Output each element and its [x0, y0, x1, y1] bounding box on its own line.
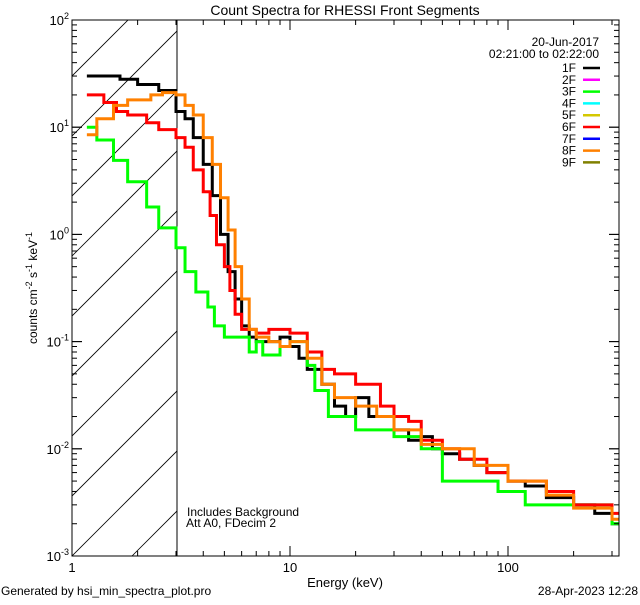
legend-label-6F: 6F	[562, 120, 576, 134]
footer-generated-by: Generated by hsi_min_spectra_plot.pro	[1, 584, 211, 598]
hatch-line	[72, 330, 177, 437]
y-tick-label: 101	[50, 118, 69, 135]
annotation-attenuator: Att A0, FDecim 2	[186, 516, 276, 530]
hatch-line	[72, 150, 177, 257]
series-1F	[86, 74, 619, 526]
hatched-region	[0, 0, 640, 556]
legend-label-7F: 7F	[562, 132, 576, 146]
series-6F	[86, 93, 619, 515]
hatch-line	[252, 0, 640, 556]
chart-title: Count Spectra for RHESSI Front Segments	[210, 2, 479, 18]
y-axis-label: counts cm-2 s-1 keV-1	[24, 232, 40, 344]
hatch-line	[72, 20, 129, 77]
legend-label-9F: 9F	[562, 155, 576, 169]
y-tick-label: 100	[50, 225, 69, 242]
x-axis-label: Energy (keV)	[307, 575, 383, 590]
x-tick-label: 1	[68, 560, 75, 575]
legend-label-2F: 2F	[562, 73, 576, 87]
legend-label-1F: 1F	[562, 61, 576, 75]
plot-frame	[71, 19, 620, 557]
legend-header: 20-Jun-2017	[532, 35, 600, 49]
y-tick-label: 10-1	[47, 333, 69, 350]
hatch-line	[72, 450, 177, 556]
legend-label-8F: 8F	[562, 144, 576, 158]
hatch-line	[72, 390, 177, 497]
footer-timestamp: 28-Apr-2023 12:28	[538, 584, 638, 598]
series-8F	[86, 91, 619, 521]
y-tick-label: 102	[50, 11, 69, 28]
hatch-line	[0, 0, 12, 556]
hatch-line	[72, 210, 177, 317]
annotation-background: Includes Background	[187, 505, 299, 519]
legend-header: 02:21:00 to 02:22:00	[489, 47, 599, 61]
hatch-line	[72, 30, 177, 137]
x-tick-label: 100	[497, 560, 519, 575]
legend-label-4F: 4F	[562, 96, 576, 110]
series-3F	[86, 125, 619, 526]
hatch-line	[312, 0, 640, 556]
x-tick-label: 10	[283, 560, 297, 575]
y-tick-label: 10-2	[47, 440, 69, 457]
hatch-line	[0, 0, 132, 556]
y-tick-label: 10-3	[47, 547, 69, 564]
legend-label-5F: 5F	[562, 108, 576, 122]
legend-label-3F: 3F	[562, 85, 576, 99]
